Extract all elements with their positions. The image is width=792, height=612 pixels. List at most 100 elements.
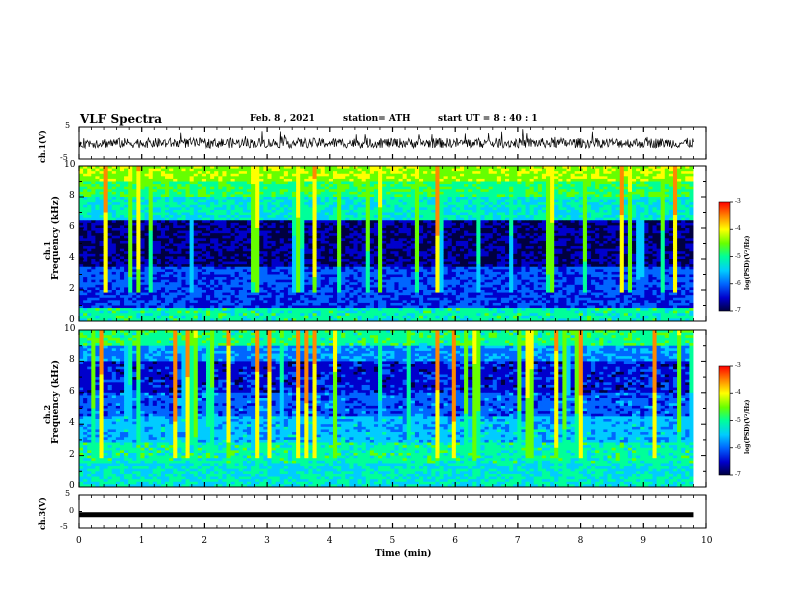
ch1-spectrogram-cell	[189, 181, 195, 185]
ch1-spectrogram-cell	[517, 166, 522, 169]
ch1-spectrogram-cell	[562, 186, 567, 190]
ch1-spectrogram-cell	[128, 176, 133, 180]
ch1-spectrogram-cell	[664, 173, 670, 177]
ch1-spectrogram-cell	[267, 173, 272, 177]
ch1-spectrogram-cell	[640, 178, 645, 182]
ch1-spectrogram-cell	[455, 207, 461, 211]
ch1-spectrogram-cell	[226, 166, 231, 169]
ch1-spectrogram-cell	[226, 233, 231, 237]
ch1-spectrogram-cell	[222, 178, 227, 182]
ch1-spectrogram-cell	[455, 228, 461, 231]
ch1-spectrogram-cell	[488, 209, 494, 213]
ch1-spectrogram-cell	[173, 189, 178, 193]
ch1-spectrogram-cell	[545, 181, 551, 185]
ch1-spectrogram-cell	[173, 248, 178, 252]
ch1-spectrogram-cell	[124, 197, 129, 200]
ch1-spectrogram-cell	[566, 204, 571, 208]
ch1-spectrogram-cell	[468, 191, 473, 195]
ch1-spectrogram-cell	[615, 181, 621, 185]
ch1-spectrogram-cell	[83, 225, 88, 229]
ch1-spectrogram-cell	[398, 202, 404, 206]
ch1-spectrogram-cell	[292, 173, 297, 177]
ch1-spectrogram-cell	[521, 215, 526, 219]
ch1-spectrogram-cell	[505, 238, 510, 242]
ch1-spectrogram-cell	[455, 248, 461, 252]
ch1-spectrogram-cell	[83, 184, 88, 188]
ch1-spectrogram-cell	[566, 184, 571, 188]
ch1-spectrogram-cell	[144, 199, 150, 203]
ch1-spectrogram-cell	[480, 189, 485, 193]
ch1-spectrogram-cell	[459, 173, 465, 177]
ch1-spectrogram-cell	[185, 207, 191, 211]
ch1-spectrogram-cell	[685, 248, 690, 252]
ch1-spectrogram-cell	[492, 209, 498, 213]
ch1-spectrogram-cell	[480, 194, 485, 198]
ch1-spectrogram-cell	[558, 207, 563, 211]
ch1-spectrogram-cell	[492, 246, 498, 250]
ch1-spectrogram-cell	[124, 240, 129, 244]
ch1-spectrogram-cell	[672, 186, 678, 190]
ch1-spectrogram-cell	[185, 243, 191, 247]
ch1-spectrogram-cell	[316, 189, 322, 193]
ch1-spectrogram-cell	[357, 189, 363, 193]
ch1-spectrogram-cell	[533, 194, 539, 198]
ch1-spectrogram-cell	[320, 186, 326, 190]
ch1-spectrogram-cell	[550, 212, 555, 216]
ch1-spectrogram-cell	[578, 212, 584, 216]
ch1-spectrogram-cell	[394, 202, 399, 206]
ch1-spectrogram-cell	[640, 168, 645, 172]
ch1-spectrogram-cell	[386, 178, 391, 182]
ch1-spectrogram-cell	[222, 186, 227, 190]
ch1-spectrogram-cell	[201, 248, 207, 252]
ch1-spectrogram-cell	[79, 204, 84, 208]
ch1-spectrogram-cell	[640, 238, 645, 242]
ch1-spectrogram-cell	[292, 178, 297, 182]
ch1-spectrogram-cell	[689, 228, 694, 231]
ch1-spectrogram-cell	[435, 230, 440, 234]
ch1-spectrogram-cell	[492, 181, 498, 185]
ch1-spectrogram-cell	[365, 202, 371, 206]
ch1-spectrogram-cell	[173, 230, 178, 234]
ch1-spectrogram-cell	[267, 204, 272, 208]
ch1-spectrogram-cell	[312, 238, 317, 242]
ch1-spectrogram-cell	[529, 168, 535, 172]
ch1-spectrogram-cell	[345, 173, 350, 177]
ch1-spectrogram-cell	[464, 215, 469, 219]
ch1-spectrogram-cell	[246, 173, 252, 177]
ch1-spectrogram-cell	[124, 251, 129, 255]
ch1-spectrogram-cell	[193, 197, 199, 200]
ch1-spectrogram-cell	[677, 228, 682, 231]
ch1-spectrogram-cell	[267, 217, 272, 221]
ch1-spectrogram-cell	[361, 228, 367, 231]
ch1-spectrogram-cell	[586, 168, 592, 172]
ch1-spectrogram-cell	[255, 166, 260, 169]
ch1-spectrogram-cell	[246, 204, 252, 208]
ch1-spectrogram-cell	[488, 202, 494, 206]
ch1-spectrogram-cell	[414, 207, 420, 211]
ch1-spectrogram-cell	[636, 186, 641, 190]
ch1-spectrogram-cell	[472, 240, 477, 244]
ch1-spectrogram-cell	[287, 212, 293, 216]
ch1-spectrogram-cell	[386, 220, 391, 224]
ch1-spectrogram-cell	[300, 194, 305, 198]
ch1-spectrogram-cell	[95, 240, 100, 244]
ch1-spectrogram-cell	[165, 166, 170, 169]
ch1-spectrogram-cell	[132, 228, 137, 231]
ch1-spectrogram-cell	[332, 212, 338, 216]
ch1-spectrogram-cell	[656, 194, 662, 198]
ch1-spectrogram-cell	[255, 235, 260, 239]
ch1-spectrogram-cell	[193, 173, 199, 177]
ch1-spectrogram-cell	[165, 228, 170, 231]
ch1-spectrogram-cell	[611, 228, 617, 231]
ch1-spectrogram-cell	[148, 204, 154, 208]
ch1-spectrogram-cell	[681, 171, 686, 175]
ch1-spectrogram-cell	[79, 207, 84, 211]
ch1-spectrogram-cell	[144, 212, 150, 216]
ch1-spectrogram-cell	[160, 199, 166, 203]
ch1-spectrogram-cell	[410, 197, 416, 200]
ch1-spectrogram-cell	[423, 194, 428, 198]
ch1-spectrogram-cell	[419, 168, 424, 172]
ch1-spectrogram-cell	[111, 251, 117, 255]
ch1-spectrogram-cell	[165, 181, 170, 185]
ch1-spectrogram-cell	[205, 191, 211, 195]
